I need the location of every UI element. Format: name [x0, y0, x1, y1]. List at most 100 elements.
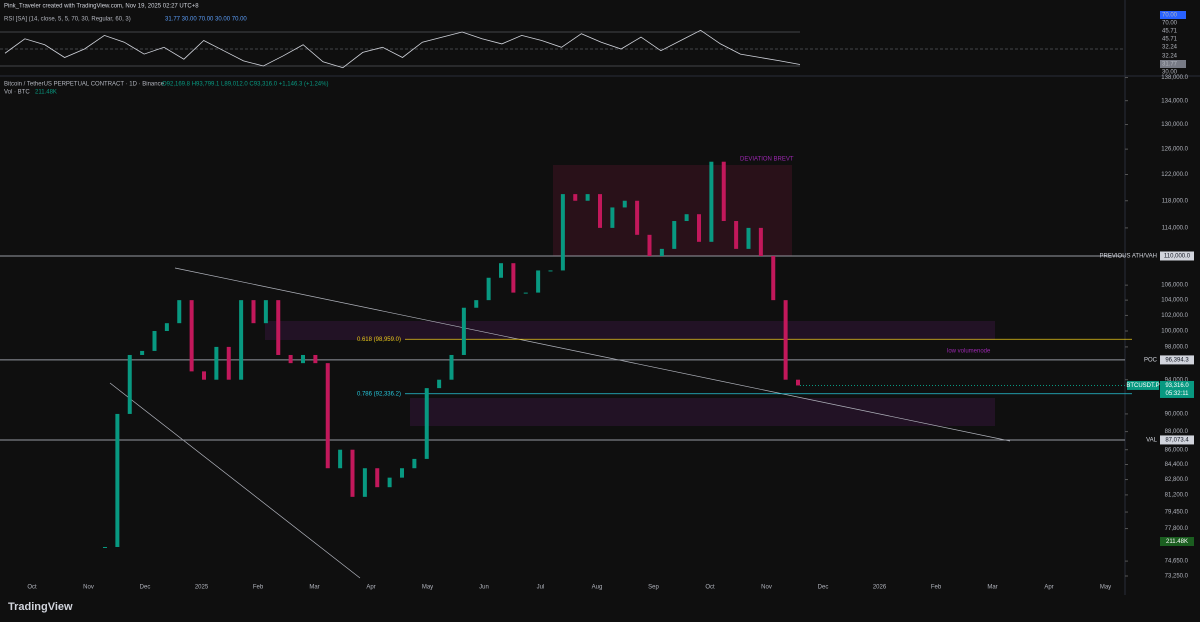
price-box [1160, 380, 1194, 398]
trendline [109, 382, 361, 579]
time-label: Mar [309, 585, 319, 591]
level-name: PREVIOUS ATH/VAH [1100, 254, 1157, 260]
price-label: 100,000.0 [1161, 329, 1188, 335]
rsi-label: 32.24 [1162, 45, 1178, 51]
candle [288, 354, 293, 364]
volume-box-label: 211.48K [1166, 539, 1188, 545]
candle [214, 346, 219, 380]
candle [226, 346, 231, 380]
candle [461, 307, 466, 355]
annotation: low volumenode [947, 349, 991, 355]
trendline [174, 267, 1011, 442]
candle [362, 468, 367, 497]
candle [684, 214, 689, 222]
candle [709, 161, 714, 242]
symbol-box [1127, 380, 1159, 390]
time-label: Jun [479, 585, 489, 591]
candle [672, 221, 677, 249]
candle [585, 194, 590, 201]
candle [164, 323, 169, 332]
time-label: Oct [27, 585, 37, 591]
rsi-label: 32.24 [1162, 54, 1178, 60]
fib-label: 0.618 (98,959.0) [357, 337, 401, 343]
rsi-label: 70.00 [1162, 21, 1178, 27]
rsi-label: 70.00 [1162, 13, 1178, 19]
time-label: Nov [83, 585, 94, 591]
rsi-line [4, 29, 801, 69]
volume-legend: Vol · BTC [4, 90, 30, 96]
price-label: 102,000.0 [1161, 313, 1188, 319]
rsi-box [1160, 11, 1186, 19]
price-box [1160, 251, 1194, 261]
candle [400, 468, 404, 478]
candle [103, 546, 107, 548]
time-label: Oct [705, 585, 715, 591]
countdown: 05:32:11 [1166, 391, 1190, 397]
rsi-legend-values: 31.77 30.00 70.00 30.00 70.00 [165, 17, 247, 23]
candle [622, 200, 627, 208]
price-label: 90,000.0 [1165, 412, 1189, 418]
time-label: 2026 [873, 585, 887, 591]
candle [437, 379, 442, 389]
candle [350, 449, 355, 497]
price-box [1160, 355, 1194, 365]
candle [647, 234, 652, 256]
candle [746, 227, 751, 249]
price-label: 126,000.0 [1161, 147, 1188, 153]
candle [697, 214, 701, 242]
time-label: May [1100, 585, 1111, 591]
price-box-label: 96,394.3 [1165, 357, 1189, 363]
price-label: 74,650.0 [1165, 559, 1189, 565]
footer-logo: TradingView [8, 601, 73, 613]
candle [548, 270, 553, 272]
time-label: Jul [537, 585, 545, 591]
price-box-label: 93,316.0 [1165, 383, 1189, 389]
rsi-label: 45.71 [1162, 29, 1178, 35]
price-label: 79,450.0 [1165, 510, 1189, 516]
candle [313, 354, 318, 364]
price-label: 122,000.0 [1161, 172, 1188, 178]
candle [115, 413, 120, 547]
time-label: May [422, 585, 433, 591]
candle [152, 331, 157, 351]
time-label: Aug [592, 585, 603, 591]
candle [189, 300, 194, 372]
candle [202, 371, 206, 380]
candle [523, 292, 528, 294]
price-label: 130,000.0 [1161, 122, 1188, 128]
candle [177, 300, 182, 324]
time-label: Apr [366, 585, 375, 591]
candle [325, 363, 330, 469]
time-label: Feb [931, 585, 942, 591]
candle [424, 388, 429, 459]
price-label: 88,000.0 [1165, 429, 1189, 435]
price-label: 94,000.0 [1165, 377, 1189, 383]
price-box [1160, 435, 1194, 445]
price-label: 118,000.0 [1162, 198, 1189, 204]
candle [251, 300, 256, 324]
candle [140, 350, 145, 355]
zone-upper [265, 321, 995, 340]
level-name: POC [1144, 357, 1158, 363]
price-label: 86,000.0 [1165, 447, 1189, 453]
candle [486, 277, 491, 301]
price-label: 104,000.0 [1161, 298, 1188, 304]
candle [499, 263, 503, 278]
time-label: Nov [761, 585, 772, 591]
fib-label: 0.786 (92,336.2) [357, 391, 401, 397]
candle [263, 300, 268, 324]
time-label: Dec [818, 585, 829, 591]
candle [536, 270, 541, 293]
candle [239, 300, 244, 380]
ohlc: O92,169.8 H93,799.1 L89,012.0 C93,316.0 … [162, 82, 328, 88]
candle [783, 300, 788, 380]
level-name: VAL [1146, 438, 1158, 444]
candle [573, 194, 578, 201]
candle [635, 200, 640, 235]
price-label: 98,000.0 [1165, 344, 1189, 350]
symbol: Bitcoin / TetherUS PERPETUAL CONTRACT · … [4, 82, 165, 88]
price-label: 134,000.0 [1161, 98, 1188, 104]
candle [721, 161, 726, 222]
